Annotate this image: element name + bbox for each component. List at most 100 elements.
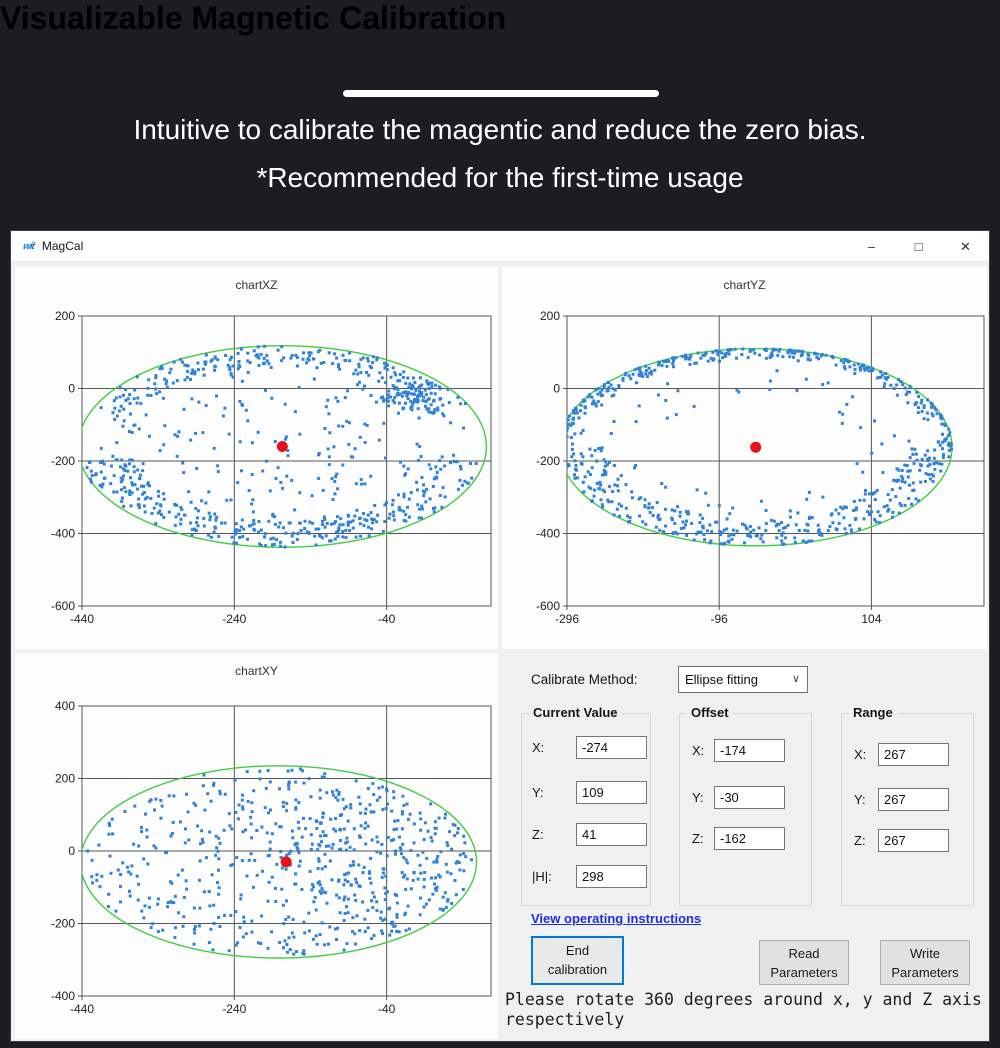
current-z-label: Z: [532,827,544,842]
current-value-group: Current Value X: Y: Z: |H|: [521,705,651,906]
range-z-row: Z: [842,829,973,852]
current-y-label: Y: [532,785,544,800]
y-tick-label: -400 [51,527,75,541]
range-x-label: X: [854,747,867,762]
x-tick-label: -296 [555,612,579,626]
end-calibration-button[interactable]: End calibration [531,936,624,985]
calibrate-method-select[interactable]: Ellipse fitting ∨ [678,666,808,693]
range-z-field[interactable] [878,829,949,852]
current-value-group-title: Current Value [529,705,622,720]
current-x-field[interactable] [576,736,647,759]
range-y-label: Y: [854,792,866,807]
current-z-field[interactable] [576,823,647,846]
x-tick-label: -240 [222,612,246,626]
magcal-window: wit MagCal – □ ✕ chartXZ -440 -240 -40 200 0 -… [10,230,990,1042]
chart-xz-svg: chartXZ -440 -240 -40 200 0 -200 -400 -600 [51,278,492,626]
x-tick-label: -440 [70,1002,94,1016]
y-tick-label: 200 [55,309,75,323]
fit-ellipse [82,765,478,959]
close-icon[interactable]: ✕ [960,238,971,254]
title-bar: wit MagCal – □ ✕ [11,231,989,262]
offset-y-row: Y: [680,786,811,809]
current-y-row: Y: [522,781,650,804]
offset-y-field[interactable] [714,786,785,809]
scatter-points [86,767,474,956]
y-tick-label: -200 [536,454,560,468]
x-tick-label: -240 [222,1002,246,1016]
chart-xy-svg: chartXY -440 -240 -40 400 200 0 -200 -400 [51,664,492,1016]
write-parameters-button[interactable]: Write Parameters [880,940,970,985]
hero-header: Visualizable Magnetic Calibration Intuit… [0,0,1000,193]
x-tick-label: 104 [861,612,881,626]
scatter-points [85,344,478,549]
x-tick-label: -40 [378,612,396,626]
chart-xy-panel: chartXY -440 -240 -40 400 200 0 -200 -400 [15,653,498,1039]
y-tick-label: -400 [536,527,560,541]
offset-group-title: Offset [687,705,733,720]
range-group-title: Range [849,705,897,720]
minimize-icon[interactable]: – [867,238,876,254]
current-h-field[interactable] [576,865,647,888]
offset-x-label: X: [692,743,705,758]
current-h-row: |H|: [522,865,650,888]
chart-xz-panel: chartXZ -440 -240 -40 200 0 -200 -400 -600 [15,267,498,649]
offset-x-row: X: [680,739,811,762]
plot-border [81,315,492,607]
offset-y-label: Y: [692,790,704,805]
y-tick-label: 0 [68,844,75,858]
y-tick-label: -600 [536,599,560,613]
current-x-row: X: [522,736,650,759]
y-tick-label: 0 [553,382,560,396]
window-controls: – □ ✕ [848,231,989,262]
maximize-icon[interactable]: □ [914,238,923,254]
chart-title: chartXY [235,664,278,678]
current-z-row: Z: [522,823,650,846]
y-tick-label: 200 [55,772,75,786]
calibration-controls-panel: Calibrate Method: Ellipse fitting ∨ Curr… [502,653,987,1039]
current-y-field[interactable] [576,781,647,804]
x-tick-label: -96 [711,612,729,626]
range-y-field[interactable] [878,788,949,811]
offset-x-field[interactable] [714,739,785,762]
status-text: Please rotate 360 degrees around x, y an… [505,990,982,1030]
range-group: Range X: Y: Z: [841,705,974,906]
x-tick-label: -440 [70,612,94,626]
y-tick-label: -600 [51,599,75,613]
range-z-label: Z: [854,833,866,848]
chart-title: chartYZ [723,278,765,292]
y-tick-label: 200 [540,309,560,323]
offset-z-label: Z: [692,831,704,846]
range-x-row: X: [842,743,973,766]
x-tick-label: -40 [378,1002,396,1016]
y-tick-label: -200 [51,454,75,468]
fit-ellipse [567,347,953,547]
calibrate-method-value: Ellipse fitting [685,672,758,687]
scatter-points [567,347,953,546]
current-x-label: X: [532,740,545,755]
range-x-field[interactable] [878,743,949,766]
window-title: MagCal [41,239,84,253]
chart-title: chartXZ [235,278,277,292]
range-y-row: Y: [842,788,973,811]
calibrate-method-label: Calibrate Method: [531,672,638,687]
plot-border [566,315,985,607]
y-tick-label: -200 [51,917,75,931]
y-tick-label: 400 [55,699,75,713]
app-logo-icon: wit [21,240,36,252]
operating-instructions-link[interactable]: View operating instructions [531,911,702,926]
page-title: Visualizable Magnetic Calibration [0,0,507,36]
offset-z-field[interactable] [714,827,785,850]
y-tick-label: -400 [51,989,75,1003]
subtitle-line-1: Intuitive to calibrate the magentic and … [133,114,867,145]
title-divider [343,90,659,97]
center-point [276,441,288,452]
subtitle-line-2: *Recommended for the first-time usage [256,162,744,193]
chart-yz-panel: chartYZ -296 -96 104 200 0 -200 -400 -600 [502,267,987,649]
read-parameters-button[interactable]: Read Parameters [759,940,849,985]
offset-z-row: Z: [680,827,811,850]
chevron-down-icon: ∨ [791,673,800,685]
center-point [280,856,292,868]
current-h-label: |H|: [532,869,552,884]
offset-group: Offset X: Y: Z: [679,705,812,906]
